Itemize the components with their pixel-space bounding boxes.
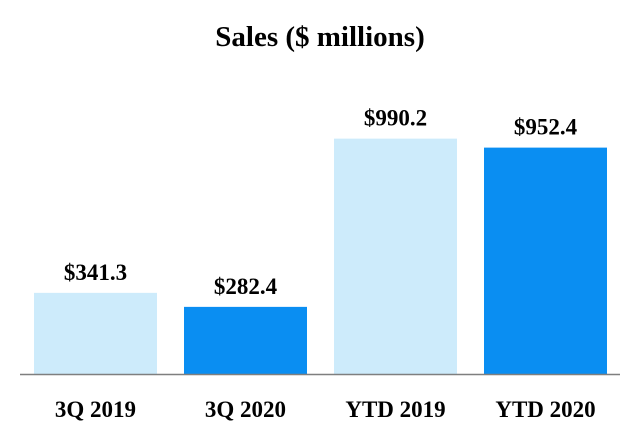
data-labels-layer: $341.3 $282.4 $990.2 $952.4 xyxy=(64,106,578,299)
bars-layer xyxy=(34,138,607,374)
x-tick-labels-layer: 3Q 2019 3Q 2020 YTD 2019 YTD 2020 xyxy=(55,397,596,422)
data-label-3: $990.2 xyxy=(364,106,427,131)
x-tick-label-2: 3Q 2020 xyxy=(205,397,286,422)
data-label-1: $341.3 xyxy=(64,260,127,285)
x-tick-label-4: YTD 2020 xyxy=(495,397,595,422)
x-tick-label-1: 3Q 2019 xyxy=(55,397,136,422)
bar-2 xyxy=(184,306,307,374)
bar-3 xyxy=(334,138,457,374)
bar-1 xyxy=(34,292,157,374)
data-label-4: $952.4 xyxy=(514,115,578,140)
data-label-2: $282.4 xyxy=(214,274,278,299)
bar-4 xyxy=(484,147,607,374)
x-tick-label-3: YTD 2019 xyxy=(345,397,445,422)
chart-title: Sales ($ millions) xyxy=(215,21,424,53)
